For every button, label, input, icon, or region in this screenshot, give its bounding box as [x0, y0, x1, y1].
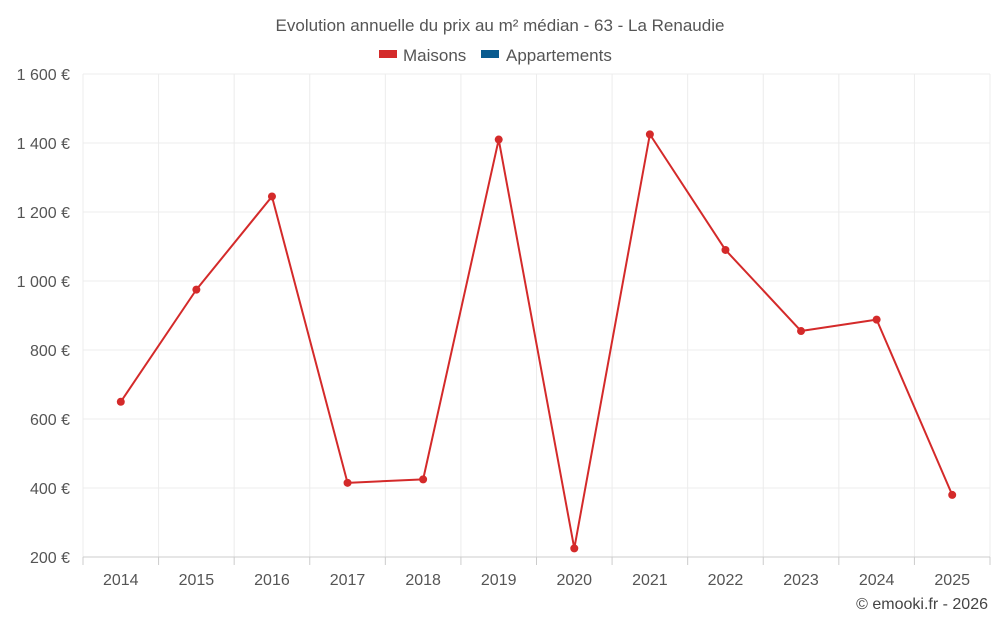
y-tick-label: 1 400 €	[17, 136, 70, 153]
data-point-maisons-2018[interactable]	[419, 475, 428, 484]
x-tick-label: 2016	[254, 572, 290, 589]
data-point-maisons-2015[interactable]	[192, 285, 201, 294]
y-tick-label: 400 €	[30, 481, 70, 498]
data-point-maisons-2020[interactable]	[570, 544, 579, 553]
x-tick-label: 2020	[556, 572, 592, 589]
data-point-maisons-2019[interactable]	[494, 135, 503, 144]
y-tick-label: 1 600 €	[17, 67, 70, 84]
x-tick-label: 2024	[859, 572, 895, 589]
data-point-maisons-2017[interactable]	[343, 478, 352, 487]
credit-text: © emooki.fr - 2026	[856, 596, 988, 613]
x-tick-label: 2017	[330, 572, 366, 589]
x-tick-label: 2014	[103, 572, 139, 589]
y-tick-label: 1 200 €	[17, 205, 70, 222]
series-layer	[116, 130, 957, 553]
y-tick-label: 800 €	[30, 343, 70, 360]
legend-label-appartements[interactable]: Appartements	[506, 46, 612, 65]
y-axis: 200 € 400 € 600 € 800 € 1 000 € 1 200 € 1 400 …	[17, 67, 70, 567]
data-point-maisons-2016[interactable]	[267, 192, 276, 201]
data-point-maisons-2022[interactable]	[721, 245, 730, 254]
legend-swatch-maisons[interactable]	[379, 50, 397, 58]
data-point-maisons-2014[interactable]	[116, 397, 125, 406]
x-tick-label: 2019	[481, 572, 517, 589]
data-point-maisons-2023[interactable]	[797, 327, 806, 336]
y-tick-label: 600 €	[30, 412, 70, 429]
series-line-maisons	[119, 133, 954, 550]
legend-label-maisons[interactable]: Maisons	[403, 46, 466, 65]
data-point-maisons-2025[interactable]	[948, 490, 957, 499]
x-tick-label: 2022	[708, 572, 744, 589]
x-tick-label: 2018	[405, 572, 441, 589]
x-tick-label: 2023	[783, 572, 819, 589]
legend-swatch-appartements[interactable]	[481, 50, 499, 58]
x-tick-label: 2025	[934, 572, 970, 589]
grid	[82, 73, 991, 557]
data-point-maisons-2021[interactable]	[645, 130, 654, 139]
chart-title: Evolution annuelle du prix au m² médian …	[276, 16, 725, 35]
y-tick-label: 1 000 €	[17, 274, 70, 291]
x-tick-label: 2015	[179, 572, 215, 589]
legend: Maisons Appartements	[379, 46, 612, 65]
x-tick-label: 2021	[632, 572, 668, 589]
x-axis: 2014 2015 2016 2017 2018 2019 2020 2021 2022 2023…	[82, 556, 991, 589]
data-point-maisons-2024[interactable]	[872, 315, 881, 324]
y-tick-label: 200 €	[30, 550, 70, 567]
